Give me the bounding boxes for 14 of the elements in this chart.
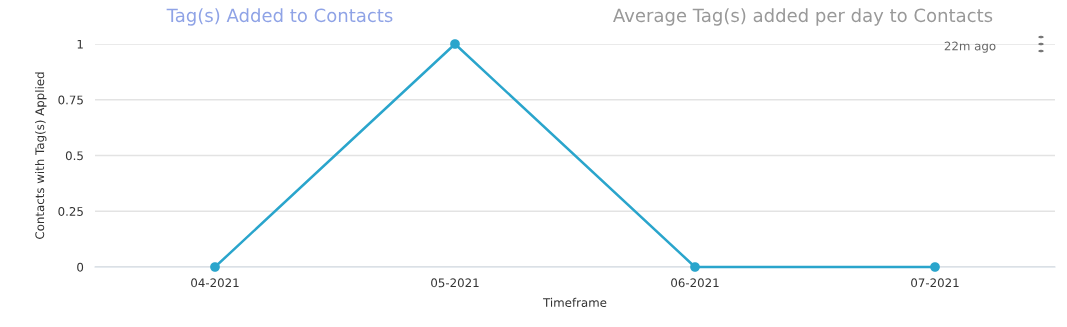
y-tick-label: 0	[77, 262, 84, 272]
y-tick-label: 0.25	[58, 206, 83, 216]
y-tick-label: 1	[77, 39, 83, 49]
text: Average Tag(s) added per day to Contacts	[613, 8, 993, 26]
y-axis-title: Contacts with Tag(s) Applied	[35, 72, 47, 239]
x-tick-label: 07-2021	[911, 278, 959, 288]
x-tick-label: 05-2021	[431, 278, 479, 288]
annotation: 22m ago	[944, 41, 996, 53]
text: Tag(s) Added to Contacts	[166, 8, 393, 26]
x-tick-label: 06-2021	[671, 278, 719, 288]
y-tick-label: 0.5	[65, 151, 83, 161]
x-axis-title: Timeframe	[543, 297, 607, 308]
y-tick-label: 0.75	[58, 95, 83, 105]
x-tick-label: 04-2021	[191, 278, 239, 288]
